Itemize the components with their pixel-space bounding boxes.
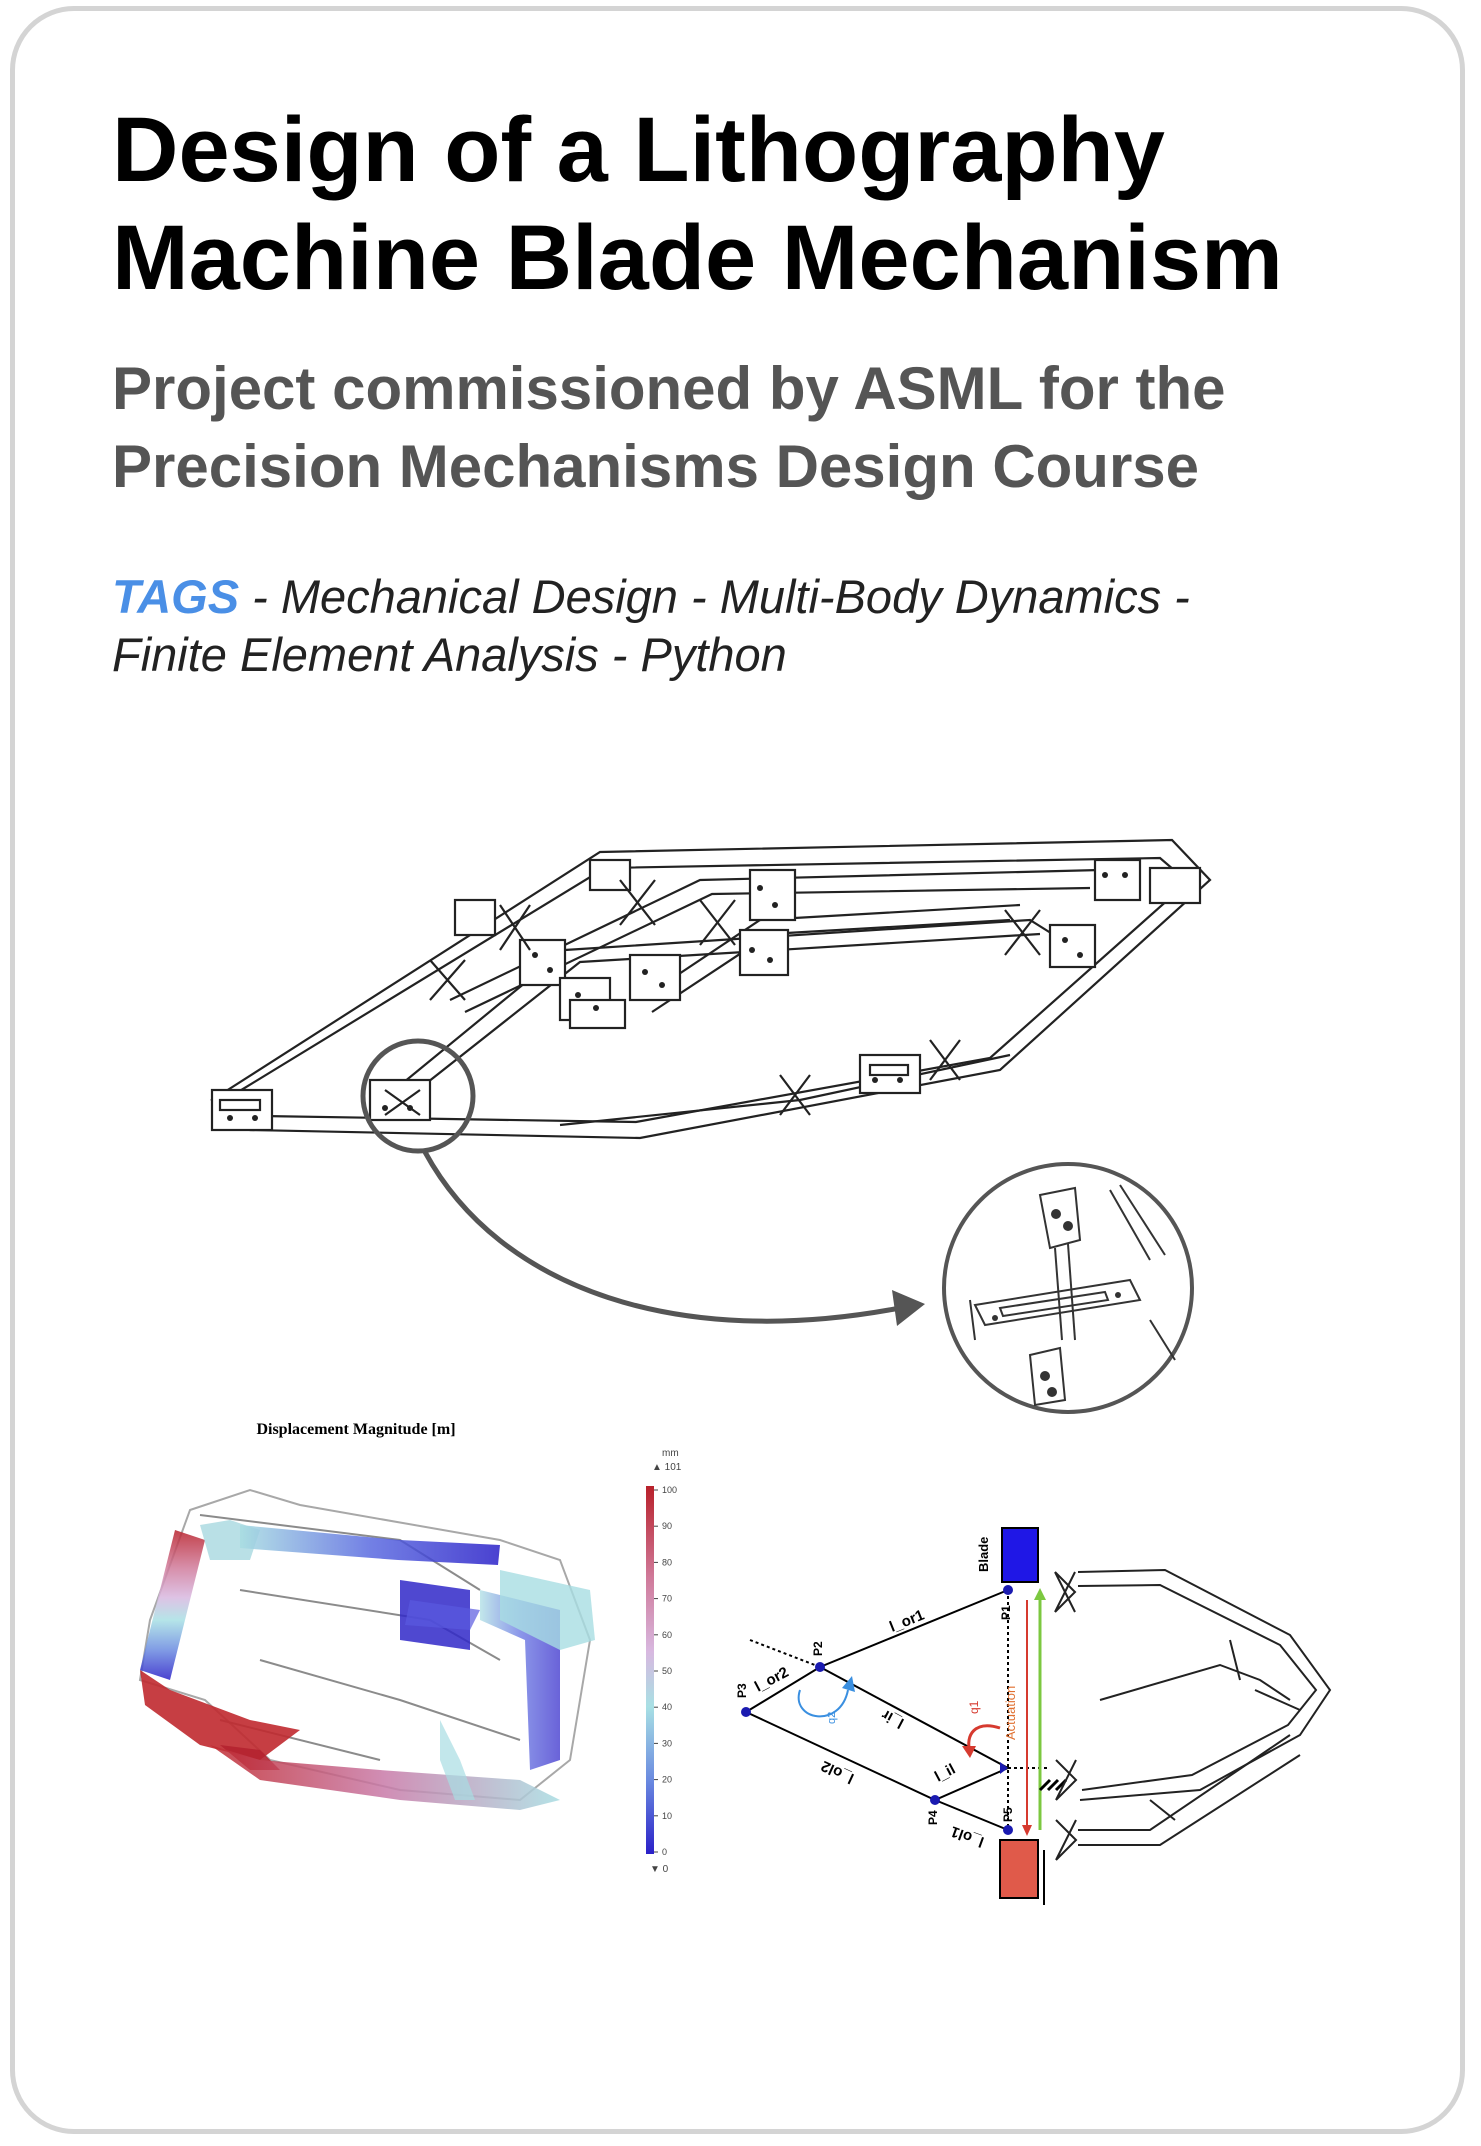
l-ir-label: l_ir xyxy=(879,1706,907,1732)
blade-label: Blade xyxy=(976,1537,991,1572)
fea-scale-tick-label: 30 xyxy=(662,1738,672,1748)
fea-max-marker: ▲ 101 xyxy=(652,1462,682,1473)
blade-block xyxy=(1001,1527,1039,1583)
title-line-2: Machine Blade Mechanism xyxy=(112,207,1283,309)
l-or2-label: l_or2 xyxy=(752,1664,792,1696)
kinematic-diagram: Blade Actuation q1 q2 xyxy=(735,1527,1332,1905)
flexure-hinge-detail xyxy=(942,1162,1194,1414)
l-il-label: l_il xyxy=(932,1761,958,1786)
zoom-detail-circle xyxy=(360,1038,476,1154)
p2-label: P2 xyxy=(811,1641,825,1656)
p1-label: P1 xyxy=(999,1605,1013,1620)
page-title: Design of a Lithography Machine Blade Me… xyxy=(112,96,1412,312)
p3-joint xyxy=(741,1707,751,1717)
q1-label: q1 xyxy=(967,1700,981,1714)
q2-arc-icon xyxy=(797,1689,849,1718)
p1-joint xyxy=(1003,1585,1013,1595)
subtitle-line-1: Project commissioned by ASML for the xyxy=(112,355,1226,422)
fea-plot-title: Displacement Magnitude [m] xyxy=(256,1421,455,1438)
p3-label: P3 xyxy=(735,1683,749,1698)
fea-color-scale xyxy=(646,1486,654,1854)
fea-scale-tick-label: 20 xyxy=(662,1775,672,1785)
fea-scale-tick-label: 70 xyxy=(662,1594,672,1604)
fea-scale-tick-label: 100 xyxy=(662,1485,677,1495)
tags-line-2: Finite Element Analysis - Python xyxy=(112,628,787,681)
tags-key: TAGS xyxy=(112,570,240,623)
arrow-icon xyxy=(422,1150,901,1324)
fea-unit-label: mm xyxy=(662,1448,679,1459)
fea-scale-tick-label: 50 xyxy=(662,1666,672,1676)
counter-mass-block xyxy=(999,1839,1039,1899)
actuation-label: Actuation xyxy=(1003,1686,1018,1740)
l-ol1-label: l_ol1 xyxy=(948,1823,986,1851)
p5-label: P5 xyxy=(1001,1807,1015,1822)
fea-min-marker: ▼ 0 xyxy=(650,1864,669,1875)
fea-displacement-plot: Displacement Magnitude [m] mm ▲ 101 1009… xyxy=(138,1421,682,1875)
tags-line-1: - Mechanical Design - Multi-Body Dynamic… xyxy=(239,570,1190,623)
p4-label: P4 xyxy=(926,1810,940,1825)
project-subtitle: Project commissioned by ASML for the Pre… xyxy=(112,350,1412,506)
fea-scale-tick-label: 80 xyxy=(662,1557,672,1567)
fea-scale-tick-label: 0 xyxy=(662,1847,667,1857)
fea-scale-tick-label: 40 xyxy=(662,1702,672,1712)
tags-line: TAGS - Mechanical Design - Multi-Body Dy… xyxy=(112,568,1412,684)
flexure-outline-drawing xyxy=(1054,1568,1332,1861)
p5-joint xyxy=(1003,1825,1013,1835)
q2-label: q2 xyxy=(826,1712,838,1724)
subtitle-line-2: Precision Mechanisms Design Course xyxy=(112,433,1200,500)
p2-joint xyxy=(815,1662,825,1672)
title-line-1: Design of a Lithography xyxy=(112,99,1165,201)
fea-scale-tick-label: 10 xyxy=(662,1811,672,1821)
arrow-head-icon xyxy=(892,1290,925,1326)
fea-scale-tick-label: 60 xyxy=(662,1630,672,1640)
p4-joint xyxy=(930,1795,940,1805)
fea-scale-tick-label: 90 xyxy=(662,1521,672,1531)
